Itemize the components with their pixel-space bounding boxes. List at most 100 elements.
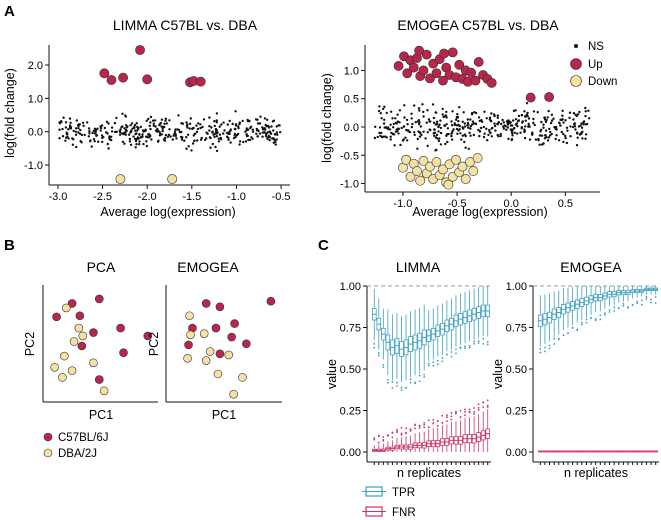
limma-box-tpr-outlier [486, 341, 489, 344]
limma-box-fnr-outlier [396, 428, 398, 431]
limma-ns-point [64, 126, 68, 129]
emogea-ns-point [468, 131, 471, 134]
limma-ns-point [213, 135, 216, 139]
emogea-ns-point [439, 126, 443, 130]
limma-ns-point [273, 138, 276, 141]
limma-ns-point [61, 135, 65, 138]
limma-ns-point [141, 133, 144, 136]
limma-ns-point [105, 120, 109, 124]
limma-ns-point [190, 149, 193, 152]
emogea-ns-point [405, 128, 408, 132]
emogea-ns-point [493, 113, 496, 116]
emogea-ns-point [479, 126, 483, 130]
emogea-scatter-title: EMOGEA C57BL vs. DBA [397, 17, 559, 33]
limma-ns-point [193, 132, 196, 135]
pca-legend: C57BL/6J DBA/2J [43, 432, 109, 460]
emogea-up-point [402, 68, 413, 79]
limma-box-fnr-outlier [423, 421, 426, 424]
limma-ns-point [163, 125, 166, 129]
emogea-ns-point [478, 134, 481, 138]
emogea-box-tpr-outlier [608, 308, 611, 311]
limma-box-fnr-outlier [418, 425, 421, 428]
emogea-ns-point [542, 126, 545, 129]
emogea-ns-point [450, 120, 453, 123]
limma-box-tpr-outlier [400, 389, 403, 392]
limma-ns-point [189, 117, 192, 120]
emogea-ns-point [584, 123, 587, 126]
emogea-ns-point [419, 125, 422, 128]
legend-down-label: Down [588, 76, 617, 88]
emogea-ns-point [377, 109, 381, 113]
emogea-ns-point [496, 116, 499, 120]
limma-ns-point [174, 133, 177, 136]
limma-box-fnr-outlier [486, 406, 489, 408]
limma-ns-point [226, 123, 229, 126]
limma-ns-point [222, 132, 225, 135]
limma-ns-point [256, 118, 259, 121]
limma-ns-point [246, 120, 250, 123]
emogea-ns-point [545, 136, 548, 139]
emogea-ns-point [443, 124, 446, 127]
pca-dba-point [67, 366, 77, 375]
emogea-ns-point [431, 103, 435, 106]
limma-ns-point [241, 119, 244, 123]
limma-ns-point [208, 129, 211, 132]
emogea-ns-point [378, 105, 381, 108]
limma-ns-point [145, 144, 149, 148]
emogea-ns-point [403, 104, 406, 107]
emogea-down-point [418, 156, 429, 166]
pca-dba-point [58, 373, 67, 382]
emogea-ns-point [383, 118, 386, 122]
emogea-ns-point [576, 113, 580, 116]
emogea-ns-point [528, 138, 532, 141]
emogea-ns-point [469, 118, 472, 121]
limma-ns-point [129, 129, 133, 132]
emogea-ns-point [502, 125, 505, 128]
limma-ns-point [172, 134, 175, 137]
limma-ns-point [75, 145, 78, 149]
limma-ns-point [263, 117, 267, 120]
emogea-ns-point [539, 128, 543, 131]
limma-ns-point [225, 131, 229, 135]
emogea-up-point [438, 75, 448, 86]
limma-ns-point [197, 122, 200, 125]
emogea-ns-point [410, 117, 413, 120]
emogea-ns-point [538, 143, 541, 146]
limma-ns-point [268, 139, 271, 142]
emogea-ns-point [373, 136, 377, 140]
pca-c57-point [52, 312, 61, 322]
limma-box-fnr-outlier [459, 409, 462, 412]
limma-box-fnr-outlier [400, 434, 403, 436]
emogea-ns-point [463, 125, 467, 128]
limma-ns-point [113, 121, 117, 125]
limma-box-fnr-outlier [377, 441, 380, 444]
emogea-ns-point [580, 122, 583, 125]
emogea-pca-dba-point [185, 311, 194, 321]
limma-box-fnr-outlier [427, 426, 430, 428]
limma-ns-point [209, 146, 212, 149]
emogea-ns-point [544, 134, 547, 137]
emogea-box-tpr-outlier [544, 346, 546, 349]
emogea-box-tpr-outlier [622, 304, 625, 307]
limma-ns-point [160, 118, 164, 121]
limma-ns-point [77, 127, 80, 130]
emogea-down-point [401, 154, 412, 165]
emogea-ns-point [524, 125, 527, 128]
limma-ns-point [129, 143, 133, 146]
limma-ns-point [149, 127, 152, 131]
emogea-ns-point [404, 136, 407, 139]
limma-ns-point [186, 126, 189, 129]
emogea-ns-point [384, 135, 387, 138]
limma-ns-point [248, 138, 252, 142]
limma-box-fnr-outlier [400, 426, 403, 429]
emogea-ns-point [462, 111, 465, 114]
emogea-x-tick-label: -0.5 [448, 198, 467, 210]
limma-ns-point [271, 120, 275, 123]
emogea-box-tpr-outlier [599, 314, 602, 317]
limma-box-fnr-outlier [400, 432, 403, 435]
limma-box-fnr-outlier [427, 419, 430, 422]
limma-ns-point [195, 124, 198, 127]
emogea-ns-point [413, 131, 416, 134]
limma-box-fnr-outlier [409, 430, 412, 432]
emogea-ns-point [493, 122, 496, 125]
